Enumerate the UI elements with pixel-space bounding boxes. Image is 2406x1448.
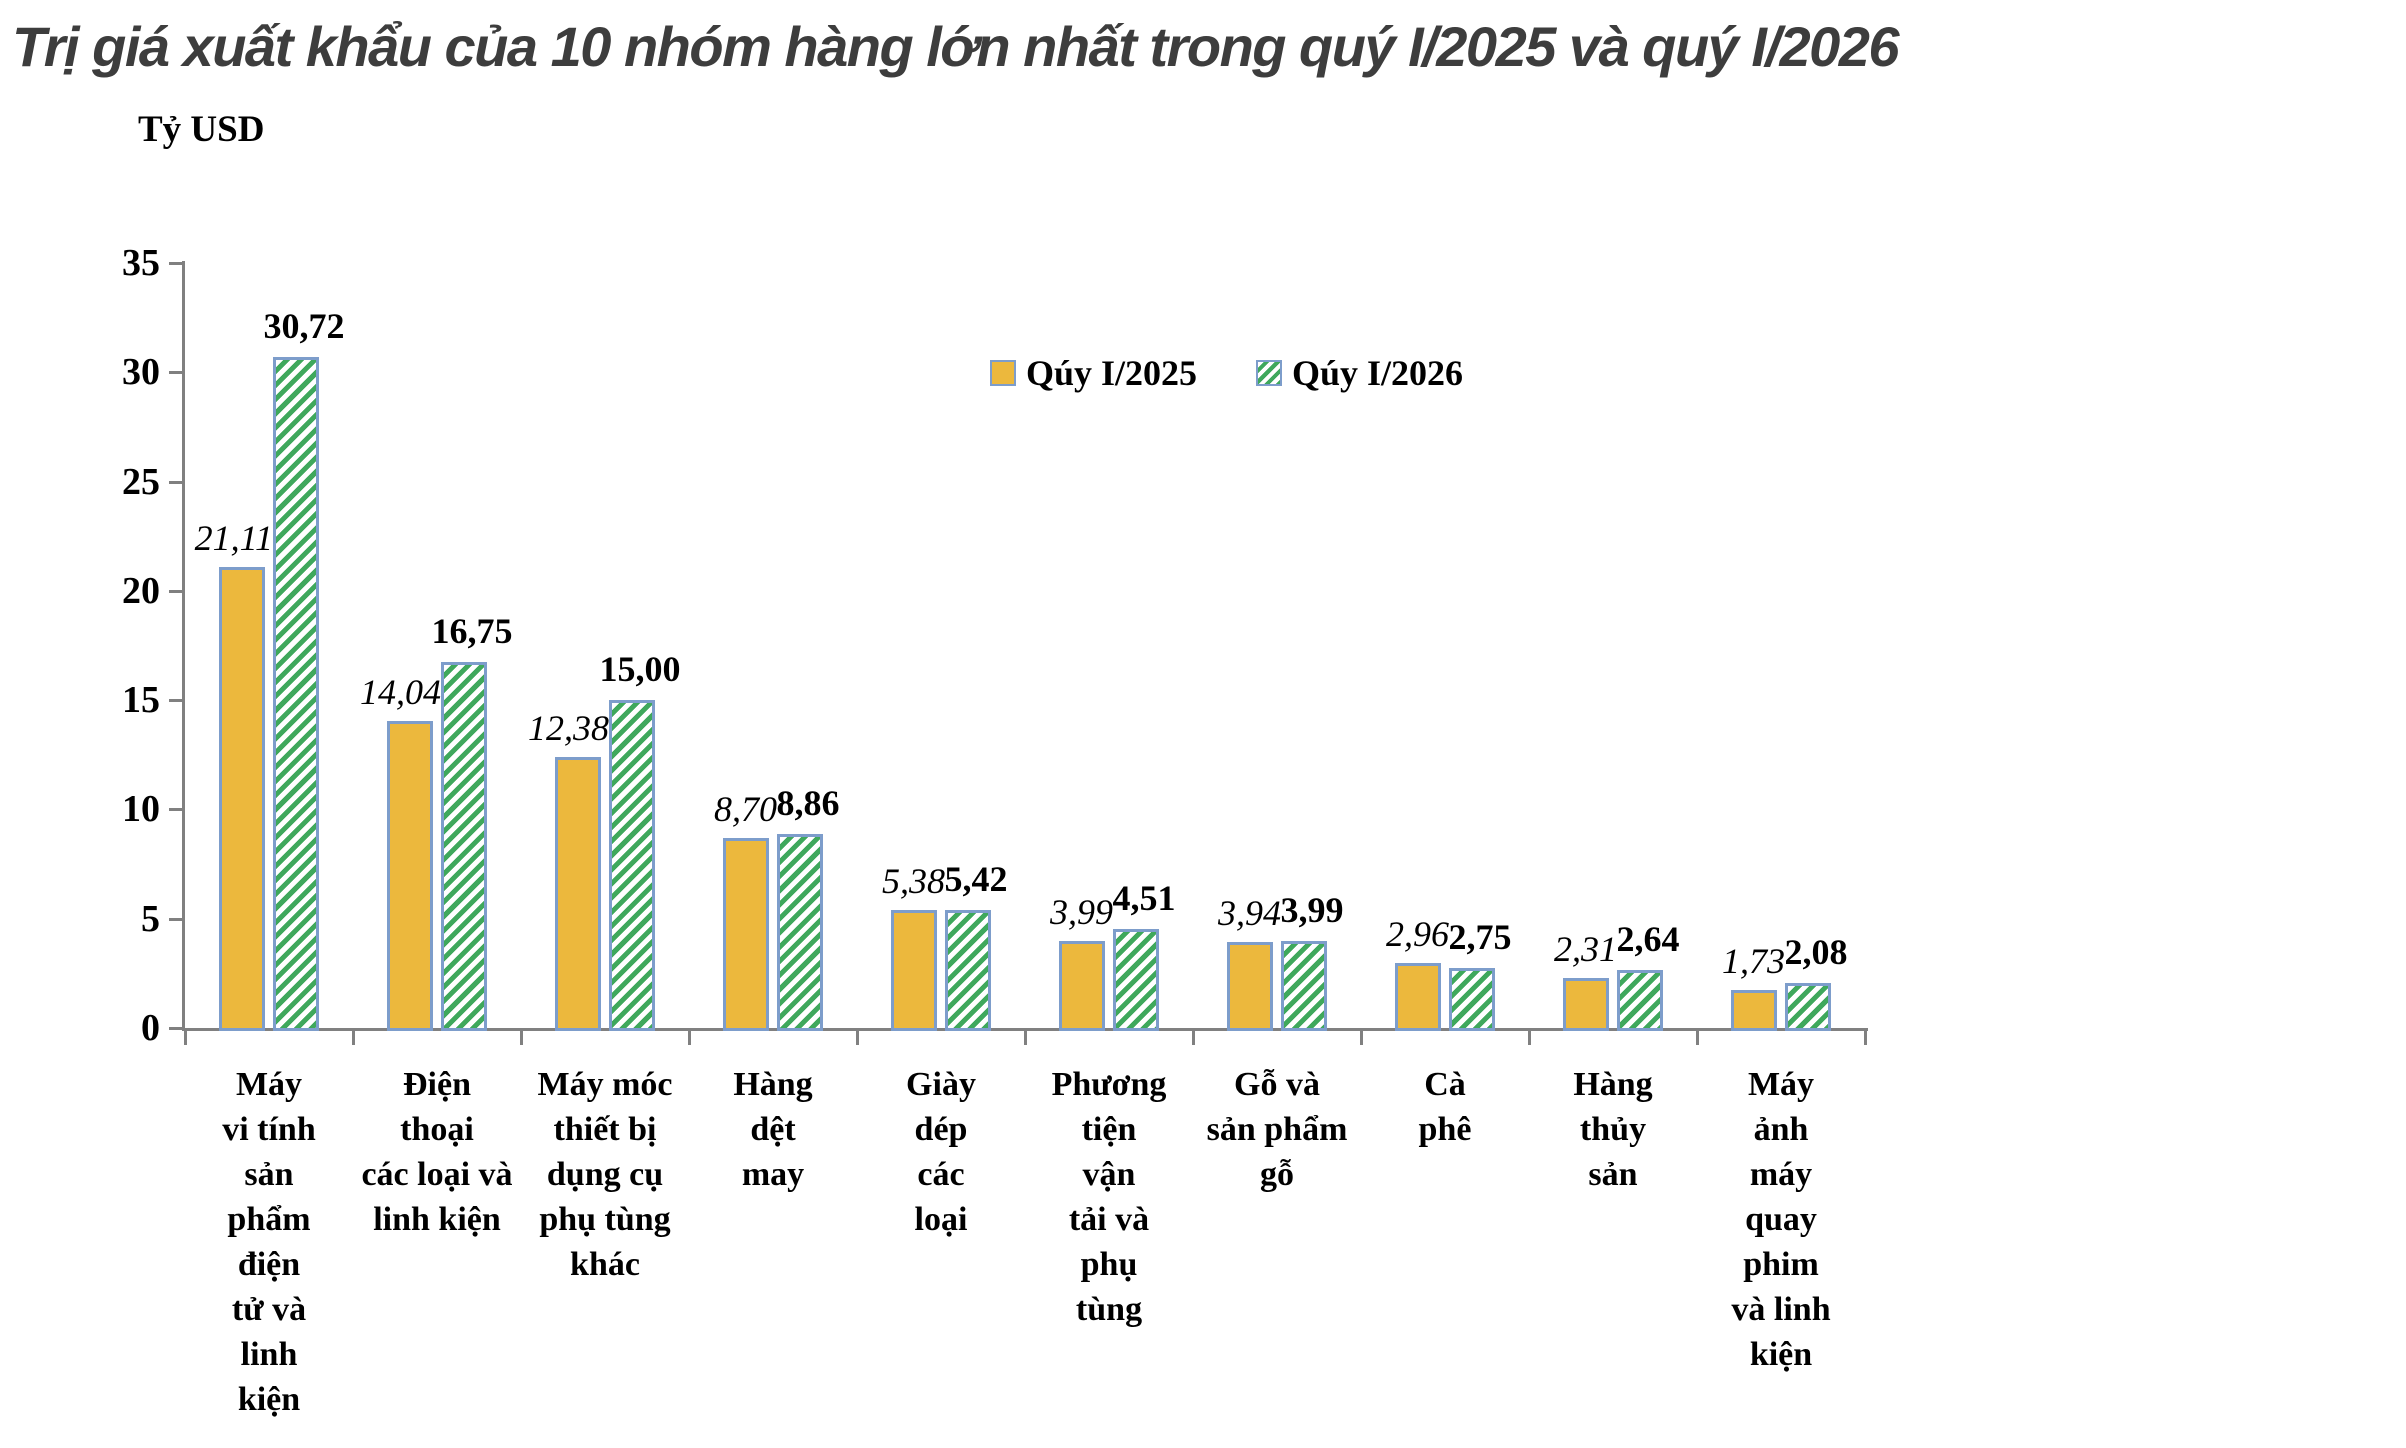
bar-value-q1-2025: 2,31 — [1554, 928, 1617, 969]
y-axis-tick — [169, 1027, 185, 1030]
y-axis-tick — [169, 917, 185, 921]
y-axis-tick — [169, 480, 185, 484]
bar-q1-2025 — [1059, 940, 1105, 1031]
bar-q1-2025 — [1227, 941, 1273, 1031]
x-axis-tick — [1024, 1031, 1027, 1045]
category-label: Cà phê — [1418, 1066, 1472, 1148]
legend-swatch-q1-2026 — [1256, 360, 1282, 386]
legend-swatch-q1-2025 — [990, 360, 1016, 386]
y-axis-tick-label: 20 — [122, 569, 160, 612]
bar-q1-2025 — [387, 721, 433, 1031]
x-axis-tick — [1696, 1031, 1699, 1045]
bar-q1-2025 — [891, 910, 937, 1031]
bar-q1-2026 — [1785, 982, 1831, 1031]
x-axis-tick — [520, 1031, 523, 1045]
category-label: Điện thoại các loại và linh kiện — [361, 1066, 513, 1238]
x-axis-tick — [352, 1031, 355, 1045]
y-axis-tick-label: 30 — [122, 351, 160, 394]
y-axis-tick-label: 25 — [122, 460, 160, 503]
legend-label-q1-2026: Qúy I/2026 — [1292, 353, 1464, 393]
bar-q1-2026 — [777, 834, 823, 1031]
y-axis-tick — [169, 808, 185, 812]
bar-value-q1-2026: 30,72 — [263, 305, 345, 346]
y-axis-tick-label: 5 — [141, 897, 160, 940]
category-label: Gỗ và sản phẩm gỗ — [1206, 1066, 1348, 1193]
bar-q1-2025 — [1563, 977, 1609, 1031]
x-axis-tick — [1360, 1031, 1363, 1045]
bar-q1-2026 — [1617, 970, 1663, 1031]
bar-q1-2025 — [219, 566, 265, 1031]
bar-value-q1-2026: 2,08 — [1784, 931, 1848, 972]
x-axis-line — [182, 1028, 1868, 1031]
y-axis-tick — [169, 589, 185, 593]
legend-label-q1-2025: Qúy I/2025 — [1026, 353, 1198, 393]
y-axis-tick — [169, 371, 185, 375]
bar-q1-2025 — [1395, 963, 1441, 1031]
legend-item-q1-2025: Qúy I/2025 — [990, 352, 1197, 394]
bar-q1-2025 — [1731, 990, 1777, 1031]
bar-value-q1-2025: 12,38 — [528, 708, 609, 749]
category-label: Hàng thủy sản — [1573, 1066, 1653, 1193]
bar-value-q1-2026: 2,64 — [1616, 919, 1680, 960]
bar-value-q1-2026: 4,51 — [1112, 878, 1176, 919]
bar-value-q1-2025: 8,70 — [714, 788, 777, 829]
category-label: Phương tiện vận tải và phụ tùng — [1051, 1066, 1167, 1328]
bar-value-q1-2026: 3,99 — [1280, 889, 1344, 930]
x-axis-tick — [184, 1031, 187, 1045]
bar-value-q1-2026: 15,00 — [599, 649, 681, 690]
x-axis-tick — [1192, 1031, 1195, 1045]
y-axis-tick — [169, 262, 185, 265]
bar-q1-2026 — [441, 661, 487, 1031]
bar-value-q1-2025: 14,04 — [360, 672, 441, 713]
bar-q1-2026 — [609, 700, 655, 1031]
bar-value-q1-2026: 5,42 — [944, 858, 1008, 899]
bar-value-q1-2026: 8,86 — [776, 783, 840, 824]
legend-item-q1-2026: Qúy I/2026 — [1256, 352, 1463, 394]
bar-q1-2026 — [273, 356, 319, 1031]
bar-q1-2026 — [1449, 967, 1495, 1031]
bar-q1-2026 — [1113, 929, 1159, 1031]
bar-q1-2026 — [1281, 940, 1327, 1031]
bar-q1-2026 — [945, 909, 991, 1031]
bar-value-q1-2025: 1,73 — [1722, 941, 1785, 982]
category-label: Máy vi tính sản phẩm điện tử và linh kiệ… — [222, 1066, 316, 1418]
y-axis-tick-label: 15 — [122, 679, 160, 722]
y-axis-tick-label: 35 — [122, 242, 160, 284]
bar-value-q1-2026: 16,75 — [431, 610, 513, 651]
bar-value-q1-2025: 3,94 — [1218, 892, 1281, 933]
category-label: Máy ảnh máy quay phim và linh kiện — [1731, 1066, 1831, 1373]
x-axis-tick — [688, 1031, 691, 1045]
bar-value-q1-2025: 21,11 — [194, 517, 273, 558]
category-label: Hàng dệt may — [733, 1066, 813, 1193]
bar-value-q1-2025: 5,38 — [882, 861, 945, 902]
bar-q1-2025 — [723, 837, 769, 1031]
category-label: Giày dép các loại — [906, 1066, 976, 1238]
y-axis-unit-label: Tỷ USD — [138, 109, 265, 150]
y-axis-tick-label: 0 — [141, 1007, 160, 1049]
y-axis-tick-label: 10 — [122, 788, 160, 831]
x-axis-tick — [1864, 1031, 1867, 1045]
y-axis-line — [182, 261, 185, 1031]
bar-value-q1-2025: 2,96 — [1386, 914, 1449, 955]
x-axis-tick — [1528, 1031, 1531, 1045]
bar-q1-2025 — [555, 757, 601, 1031]
bar-value-q1-2025: 3,99 — [1050, 891, 1113, 932]
chart-title: Trị giá xuất khẩu của 10 nhóm hàng lớn n… — [12, 15, 1900, 78]
x-axis-tick — [856, 1031, 859, 1045]
bar-value-q1-2026: 2,75 — [1448, 916, 1512, 957]
category-label: Máy móc thiết bị dụng cụ phụ tùng khác — [537, 1066, 673, 1283]
y-axis-tick — [169, 699, 185, 703]
